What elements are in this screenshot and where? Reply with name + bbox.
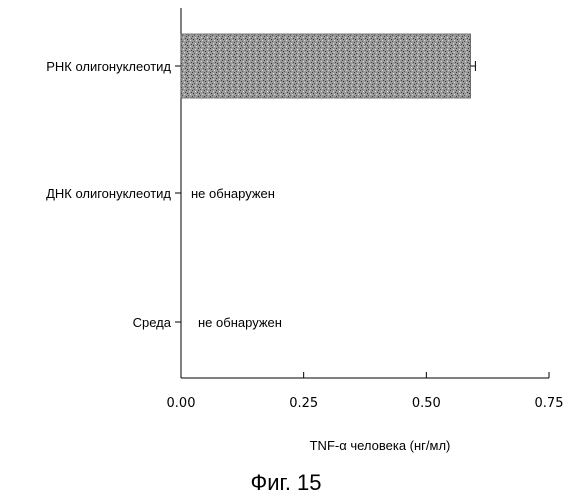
x-tick-label: 0.50 [412,396,441,411]
category-label: Среда [133,315,172,330]
category-label: РНК олигонуклеотид [46,59,171,74]
bar-chart: 0.00 0.25 0.50 0.75 РНК олигонуклеотид ДНК о… [0,0,572,470]
x-axis-label: TNF-α человека (нг/мл) [310,438,451,453]
figure-caption: Фиг. 15 [0,470,572,496]
category-label: ДНК олигонуклеотид [46,186,171,201]
x-tick-label: 0.25 [289,396,318,411]
not-detected-annotation: не обнаружен [191,186,275,201]
x-tick-label: 0.00 [167,396,196,411]
x-tick-label: 0.75 [535,396,564,411]
not-detected-annotation: не обнаружен [198,315,282,330]
bar [181,34,470,98]
